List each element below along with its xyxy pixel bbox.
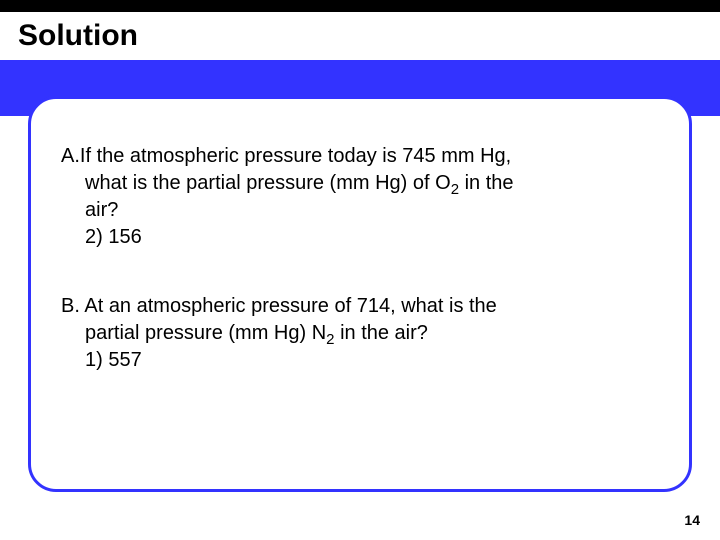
question-a-subscript: 2: [451, 181, 459, 198]
content-inner: A.If the atmospheric pressure today is 7…: [31, 99, 689, 394]
content-frame: A.If the atmospheric pressure today is 7…: [28, 96, 692, 492]
question-b-line1: B. At an atmospheric pressure of 714, wh…: [61, 293, 659, 320]
question-b-answer: 1) 557: [61, 347, 659, 374]
question-a-text2-post: in the: [459, 172, 513, 194]
title-bar: Solution: [0, 12, 720, 60]
question-a-line2: what is the partial pressure (mm Hg) of …: [61, 170, 659, 197]
slide-title: Solution: [0, 19, 138, 53]
question-a-label: A.: [61, 145, 80, 167]
question-b-text2-post: in the air?: [335, 322, 428, 344]
question-a-line1: A.If the atmospheric pressure today is 7…: [61, 143, 659, 170]
question-a-text1: If the atmospheric pressure today is 745…: [80, 145, 511, 167]
header-black-bar: [0, 0, 720, 12]
question-a: A.If the atmospheric pressure today is 7…: [61, 143, 659, 251]
question-b-line2: partial pressure (mm Hg) N2 in the air?: [61, 320, 659, 347]
question-b-subscript: 2: [326, 331, 334, 348]
question-a-answer: 2) 156: [61, 224, 659, 251]
question-a-line3: air?: [61, 197, 659, 224]
page-number: 14: [684, 512, 700, 528]
question-b-label: B.: [61, 295, 80, 317]
question-a-text2-pre: what is the partial pressure (mm Hg) of …: [85, 172, 451, 194]
question-b-text1: At an atmospheric pressure of 714, what …: [80, 295, 497, 317]
question-b-text2-pre: partial pressure (mm Hg) N: [85, 322, 326, 344]
question-b: B. At an atmospheric pressure of 714, wh…: [61, 293, 659, 374]
